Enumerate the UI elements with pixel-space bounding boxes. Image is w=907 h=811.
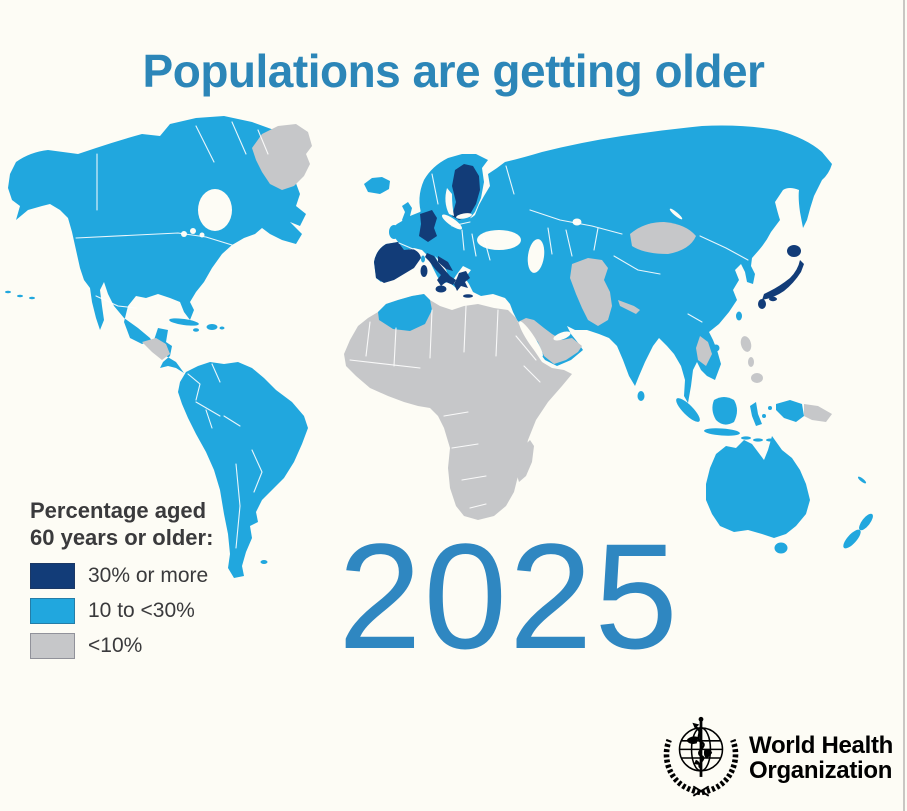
region-croatia-slovenia — [438, 256, 453, 271]
who-wordmark-line2: Organization — [749, 757, 893, 784]
region-central-america — [142, 338, 170, 360]
region-new-zealand — [843, 476, 873, 549]
region-afghanistan-pakistan — [570, 258, 612, 326]
region-indonesia — [676, 397, 774, 442]
gulf-of-bothnia — [445, 188, 454, 216]
legend-item-low: <10% — [30, 632, 280, 659]
who-footer: World Health Organization — [658, 715, 893, 801]
year-label: 2025 — [338, 512, 680, 680]
legend-heading-line2: 60 years or older: — [30, 525, 214, 551]
region-africa — [344, 294, 572, 520]
aral-sea — [572, 218, 582, 226]
who-wordmark: World Health Organization — [749, 731, 893, 784]
region-spain-portugal — [374, 242, 421, 283]
legend-item-mid: 10 to <30% — [30, 597, 280, 624]
persian-gulf — [553, 331, 571, 341]
region-west-new-guinea — [776, 400, 804, 422]
hudson-bay — [198, 189, 232, 231]
black-sea — [477, 230, 521, 250]
legend-item-high: 30% or more — [30, 562, 280, 589]
region-arabian-peninsula — [518, 318, 582, 364]
region-papua-new-guinea — [804, 404, 832, 422]
region-iceland — [364, 177, 390, 194]
legend-label-mid: 10 to <30% — [88, 598, 195, 622]
region-mongolia — [630, 222, 696, 254]
rod-of-asclepius-icon — [692, 716, 705, 777]
great-lakes — [190, 228, 196, 234]
legend-label-high: 30% or more — [88, 563, 209, 587]
region-laos-cambodia — [696, 336, 712, 366]
world-map — [5, 116, 873, 578]
legend-heading-line1: Percentage aged — [30, 498, 207, 523]
legend-label-low: <10% — [88, 633, 143, 657]
legend-swatch-high — [30, 562, 75, 589]
sea-overlays — [181, 188, 683, 357]
lake-baikal — [669, 208, 683, 220]
globe-continents — [687, 736, 713, 765]
baltic-sea — [441, 214, 463, 230]
region-maghreb — [378, 294, 432, 331]
who-wordmark-line1: World Health — [749, 731, 893, 759]
gulf-of-finland — [456, 213, 472, 219]
region-caribbean — [169, 318, 225, 332]
region-germany — [419, 210, 437, 242]
region-madagascar — [516, 440, 534, 482]
region-italy — [420, 253, 456, 293]
region-greece — [454, 271, 473, 298]
region-south-america — [178, 362, 308, 578]
legend-items: 30% or more 10 to <30% <10% — [30, 562, 280, 659]
red-sea — [519, 321, 543, 357]
region-japan — [758, 245, 804, 309]
country-borders — [75, 121, 749, 549]
region-finland — [452, 164, 480, 220]
map-legend: Percentage aged 60 years or older: 30% o… — [30, 497, 280, 668]
region-greenland — [252, 124, 312, 190]
legend-swatch-low — [30, 632, 75, 659]
caspian-sea — [527, 239, 545, 273]
legend-swatch-mid — [30, 597, 75, 624]
region-nepal — [618, 300, 640, 314]
who-emblem-icon — [663, 716, 739, 797]
laurel-wreath-icon — [663, 738, 739, 797]
region-north-america — [5, 116, 306, 373]
region-philippines — [740, 336, 763, 383]
page-edge-line — [903, 0, 905, 811]
region-australia — [706, 436, 810, 554]
page-title: Populations are getting older — [142, 45, 765, 97]
legend-heading: Percentage aged 60 years or older: — [30, 497, 280, 552]
